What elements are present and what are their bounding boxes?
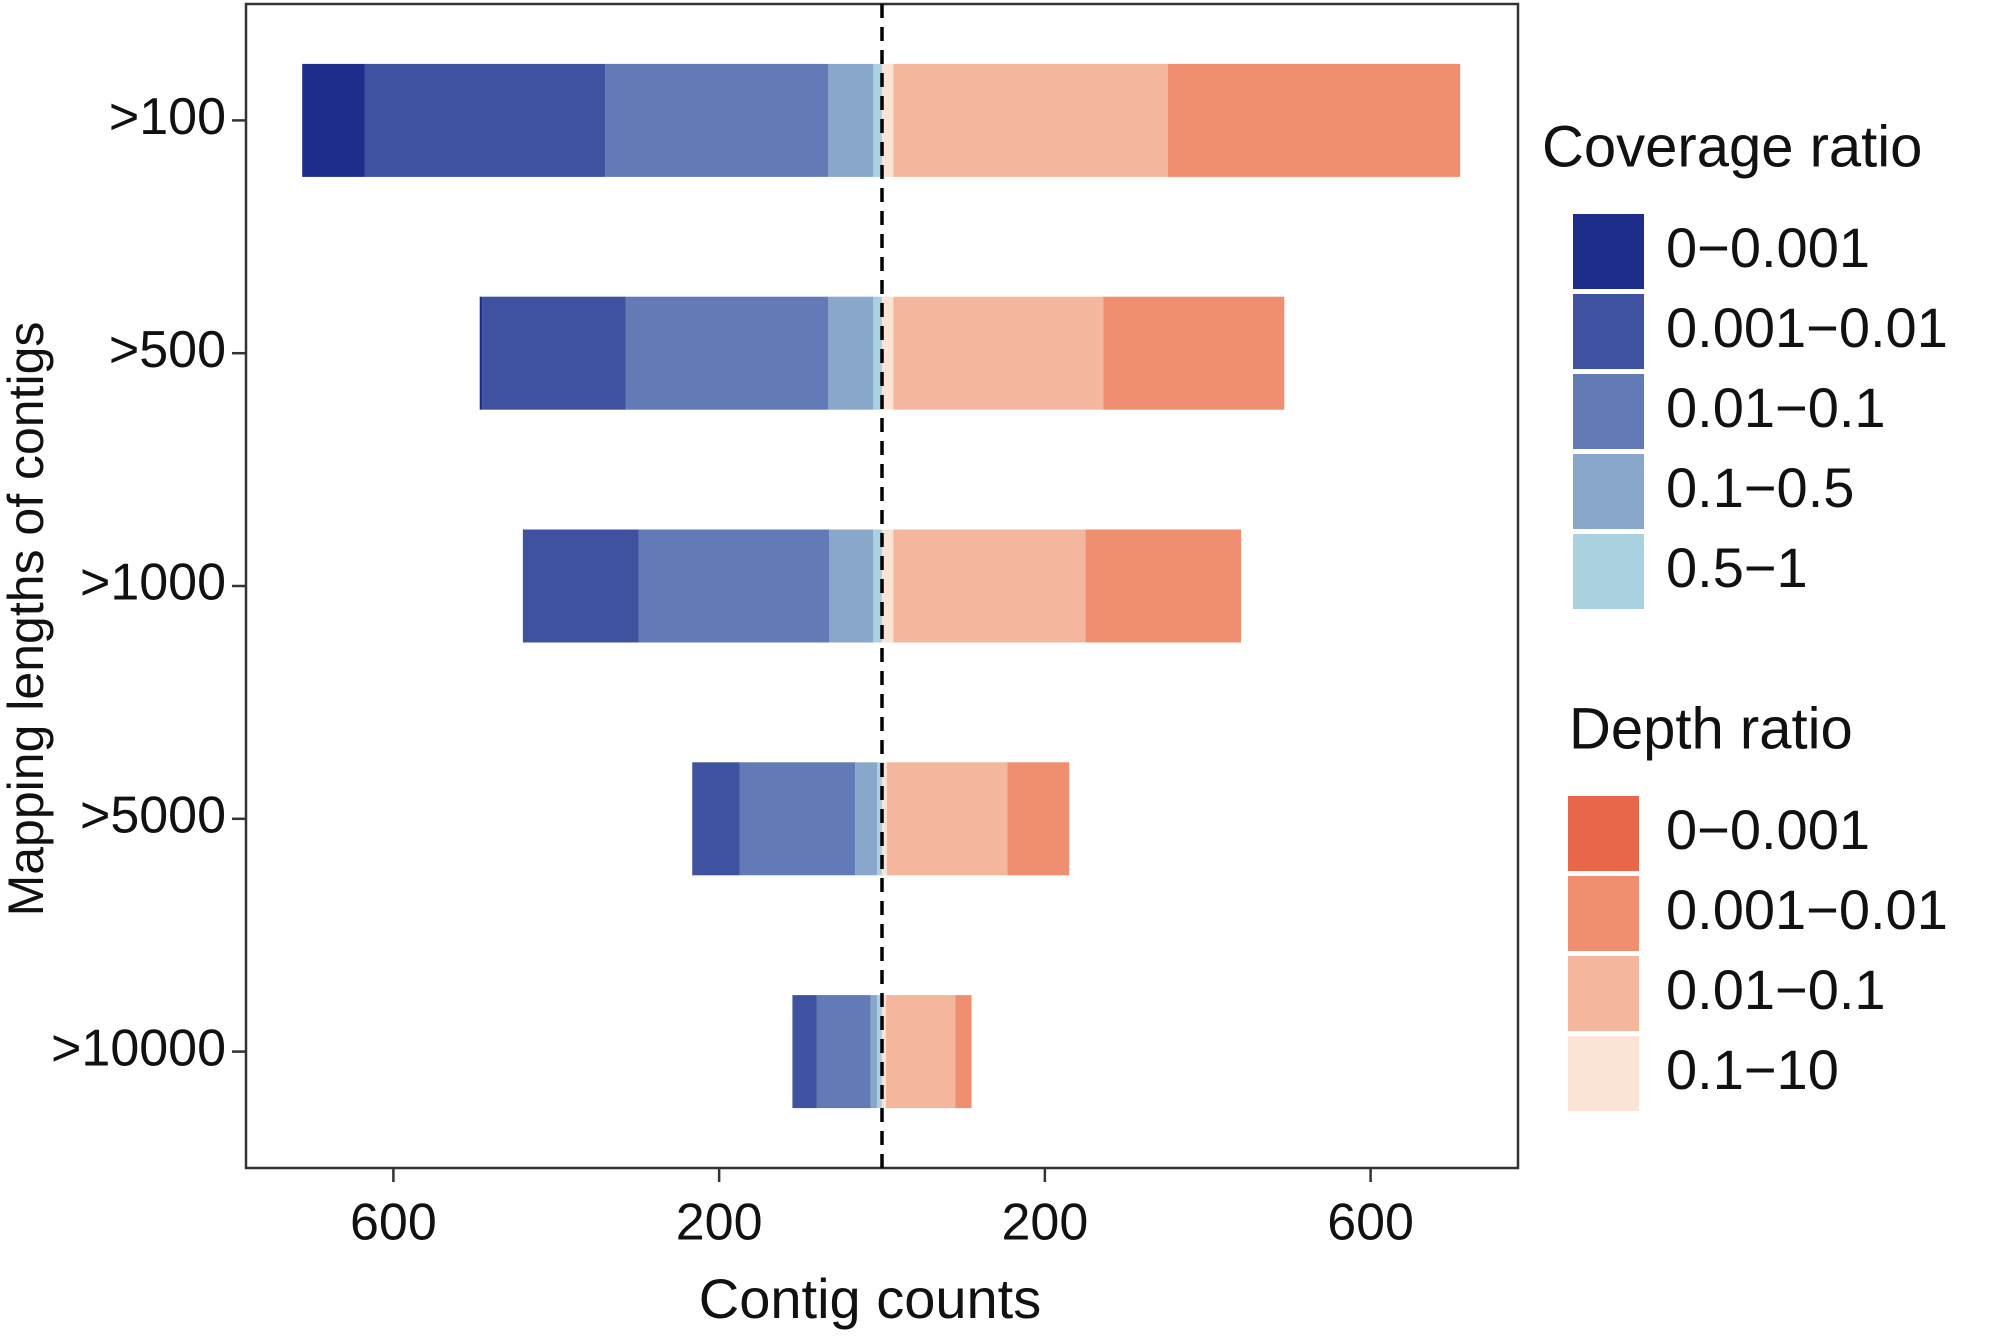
bar-segment	[829, 529, 874, 643]
bar-segment	[625, 296, 829, 410]
y-tick-label: >10000	[51, 1019, 226, 1077]
bar-segment	[828, 63, 874, 177]
y-tick-label: >1000	[80, 554, 226, 612]
y-tick-label: >500	[109, 321, 226, 379]
x-tick-label: 600	[350, 1194, 437, 1252]
bar-segment	[482, 296, 626, 410]
bar-segment	[882, 762, 887, 876]
bar-segment	[605, 63, 829, 177]
bar-segment	[882, 63, 894, 177]
bar-segment	[870, 995, 878, 1109]
bar-segment	[479, 296, 483, 410]
y-axis-label: Mapping lengths of contigs	[0, 322, 54, 917]
bar-segment	[302, 63, 365, 177]
legend-swatch	[1573, 454, 1644, 529]
bar-segment	[364, 63, 606, 177]
bar-segment	[873, 296, 882, 410]
legend-label: 0.1−10	[1666, 1038, 1839, 1101]
x-tick-label: 200	[1001, 1194, 1088, 1252]
legend-label: 0.1−0.5	[1666, 456, 1854, 519]
legend-label: 0−0.001	[1666, 216, 1870, 279]
bar-segment	[638, 529, 830, 643]
bar-segment	[1103, 296, 1285, 410]
bar-segment	[828, 296, 874, 410]
bar-segment	[739, 762, 856, 876]
bar-segment	[893, 529, 1086, 643]
legend-swatch	[1568, 956, 1639, 1031]
legend-label: 0.01−0.1	[1666, 376, 1886, 439]
legend-swatch	[1568, 796, 1639, 871]
bar-segment	[873, 529, 882, 643]
x-tick-label: 600	[1327, 1194, 1414, 1252]
bar-segment	[893, 63, 1168, 177]
bar-segment	[792, 995, 817, 1109]
bar-segment	[692, 762, 740, 876]
legend-swatch	[1568, 1036, 1639, 1111]
legend-swatch	[1573, 214, 1644, 289]
legend-title: Depth ratio	[1569, 696, 1853, 761]
legend-label: 0.001−0.01	[1666, 296, 1948, 359]
legend-swatch	[1573, 534, 1644, 609]
bar-segment	[886, 995, 956, 1109]
bar-segment	[816, 995, 871, 1109]
bar-segment	[886, 762, 1008, 876]
bar-segment	[1085, 529, 1242, 643]
legend-label: 0.5−1	[1666, 536, 1808, 599]
legend-swatch	[1568, 876, 1639, 951]
legend-swatch	[1573, 294, 1644, 369]
bar-segment	[873, 63, 882, 177]
x-tick-label: 200	[676, 1194, 763, 1252]
legend-label: 0−0.001	[1666, 798, 1870, 861]
x-axis-label: Contig counts	[699, 1267, 1041, 1330]
bar-segment	[893, 296, 1104, 410]
legend-label: 0.01−0.1	[1666, 958, 1886, 1021]
bar-segment	[1167, 63, 1461, 177]
legend-title: Coverage ratio	[1542, 114, 1922, 179]
legend-swatch	[1573, 374, 1644, 449]
bar-segment	[882, 995, 887, 1109]
bar-segment	[877, 762, 882, 876]
y-tick-label: >100	[109, 88, 226, 146]
bar-segment	[882, 529, 894, 643]
bar-segment	[1007, 762, 1070, 876]
bar-segment	[855, 762, 878, 876]
bar-segment	[877, 995, 882, 1109]
bar-segment	[955, 995, 972, 1109]
legend-label: 0.001−0.01	[1666, 878, 1948, 941]
bar-segment	[882, 296, 894, 410]
bar-segment	[522, 529, 639, 643]
y-tick-label: >5000	[80, 787, 226, 845]
